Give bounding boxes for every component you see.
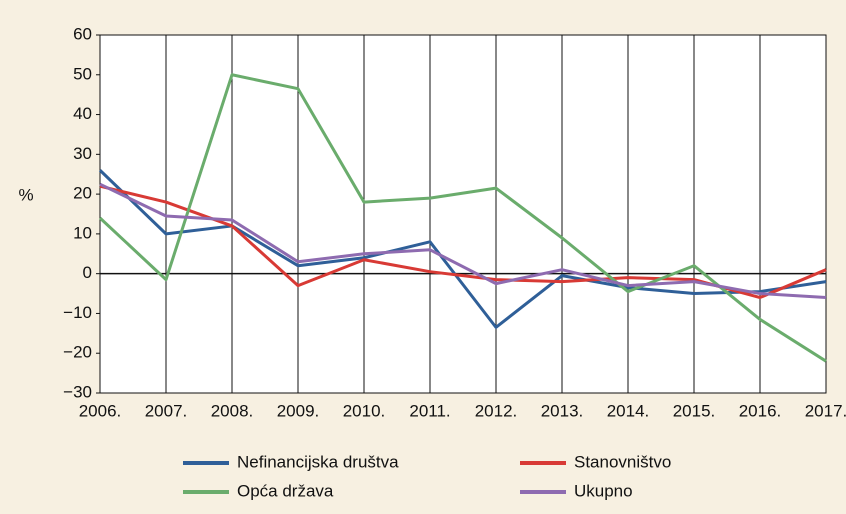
legend-label: Stanovništvo xyxy=(574,452,671,471)
y-tick-label: 60 xyxy=(73,24,92,43)
y-tick-label: 40 xyxy=(73,104,92,123)
legend-label: Nefinancijska društva xyxy=(237,452,399,471)
x-tick-label: 2016. xyxy=(739,401,782,420)
x-tick-label: 2014. xyxy=(607,401,650,420)
y-tick-label: 10 xyxy=(73,223,92,242)
legend-label: Opća država xyxy=(237,481,334,500)
x-tick-label: 2012. xyxy=(475,401,518,420)
x-tick-label: 2015. xyxy=(673,401,716,420)
x-tick-label: 2017. xyxy=(805,401,846,420)
y-tick-label: 20 xyxy=(73,184,92,203)
series-line xyxy=(99,182,827,300)
x-tick-label: 2007. xyxy=(145,401,188,420)
series-line xyxy=(98,169,827,329)
legend-label: Ukupno xyxy=(574,481,633,500)
x-tick-label: 2011. xyxy=(409,401,450,420)
x-tick-label: 2008. xyxy=(211,401,254,420)
y-axis-label: % xyxy=(18,185,33,204)
series-line xyxy=(98,73,827,363)
x-tick-label: 2006. xyxy=(79,401,122,420)
plot-area xyxy=(99,34,827,394)
y-tick-label: 50 xyxy=(73,64,92,83)
x-tick-label: 2013. xyxy=(541,401,584,420)
y-tick-label: −10 xyxy=(63,303,92,322)
x-tick-label: 2009. xyxy=(277,401,320,420)
y-tick-label: −30 xyxy=(63,382,92,401)
x-tick-label: 2010. xyxy=(343,401,386,420)
y-tick-label: 30 xyxy=(73,144,92,163)
y-tick-label: 0 xyxy=(83,263,92,282)
y-tick-label: −20 xyxy=(63,343,92,362)
